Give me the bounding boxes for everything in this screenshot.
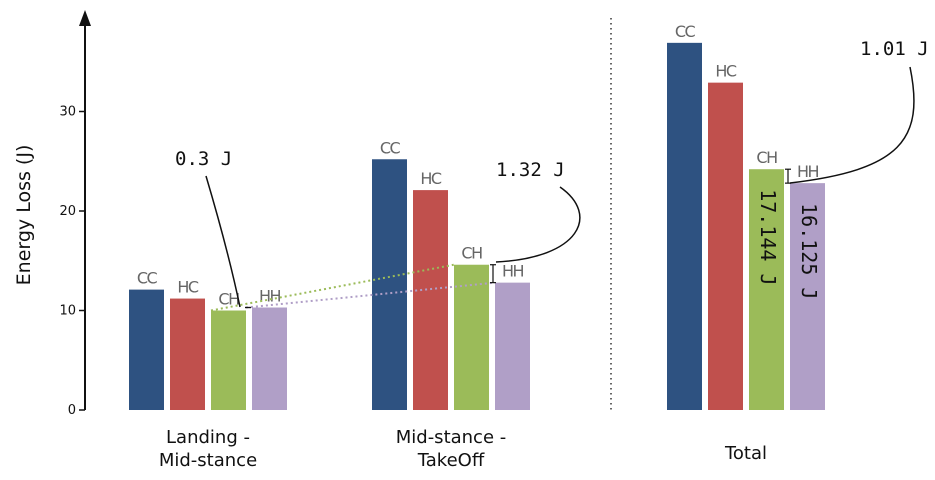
bars xyxy=(129,42,825,411)
y-tick-label: 20 xyxy=(59,204,76,219)
series-label-hh-0: HH xyxy=(259,287,281,306)
bar-ch-0 xyxy=(211,310,246,410)
bar-cc-1 xyxy=(372,159,407,410)
series-label-hh-2: HH xyxy=(797,162,819,181)
bar-hh-0 xyxy=(252,307,287,410)
category-label-line: Total xyxy=(724,443,767,464)
series-label-ch-1: CH xyxy=(461,244,482,263)
annotation-text-0: 0.3 J xyxy=(175,148,232,170)
category-label-line: Mid-stance - xyxy=(396,427,507,448)
annotations: 0.3 J 1.32 J 1.01 J 17.144 J 16.125 J xyxy=(175,38,929,312)
bar-hh-1 xyxy=(495,282,530,410)
series-label-cc-2: CC xyxy=(675,22,696,41)
bar-value-label-0: 17.144 J xyxy=(756,189,780,285)
series-label-cc-0: CC xyxy=(137,269,158,288)
y-tick-label: 0 xyxy=(68,403,76,418)
bar-hc-1 xyxy=(413,190,448,410)
bar-ch-2 xyxy=(749,169,784,410)
y-tick-label: 30 xyxy=(59,105,76,120)
bar-ch-1 xyxy=(454,264,489,410)
series-label-hc-2: HC xyxy=(715,62,737,81)
annotation-leader-0 xyxy=(205,175,241,308)
bar-value-label-1: 16.125 J xyxy=(797,203,821,299)
ch-trend-line xyxy=(210,263,455,312)
y-axis-arrow xyxy=(79,10,91,26)
category-label-line: Landing - xyxy=(166,427,250,448)
annotation-text-1: 1.32 J xyxy=(496,159,565,181)
bar-hc-2 xyxy=(708,82,743,411)
series-label-hc-0: HC xyxy=(177,278,199,297)
series-label-cc-1: CC xyxy=(380,138,401,157)
bar-hh-2 xyxy=(790,183,825,410)
category-label-1: Mid-stance -TakeOff xyxy=(396,427,507,471)
series-label-ch-2: CH xyxy=(756,148,777,167)
series-label-hc-1: HC xyxy=(420,169,442,188)
axes: 0 10 20 30 Energy Loss (J) xyxy=(13,10,612,418)
y-axis-title: Energy Loss (J) xyxy=(13,145,35,286)
category-label-line: TakeOff xyxy=(417,450,485,471)
category-label-0: Landing -Mid-stance xyxy=(159,427,257,471)
bar-hc-0 xyxy=(170,298,205,410)
annotation-text-2: 1.01 J xyxy=(860,38,929,60)
y-tick-label: 10 xyxy=(59,304,76,319)
series-label-ch-0: CH xyxy=(218,290,239,309)
category-label-line: Mid-stance xyxy=(159,450,257,471)
bar-cc-0 xyxy=(129,289,164,410)
annotation-leader-1 xyxy=(495,186,581,263)
bar-cc-2 xyxy=(667,42,702,410)
annotation-leader-2 xyxy=(789,66,915,184)
hh-trend-line xyxy=(245,281,496,309)
series-label-hh-1: HH xyxy=(502,262,524,281)
category-label-2: Total xyxy=(724,443,767,464)
